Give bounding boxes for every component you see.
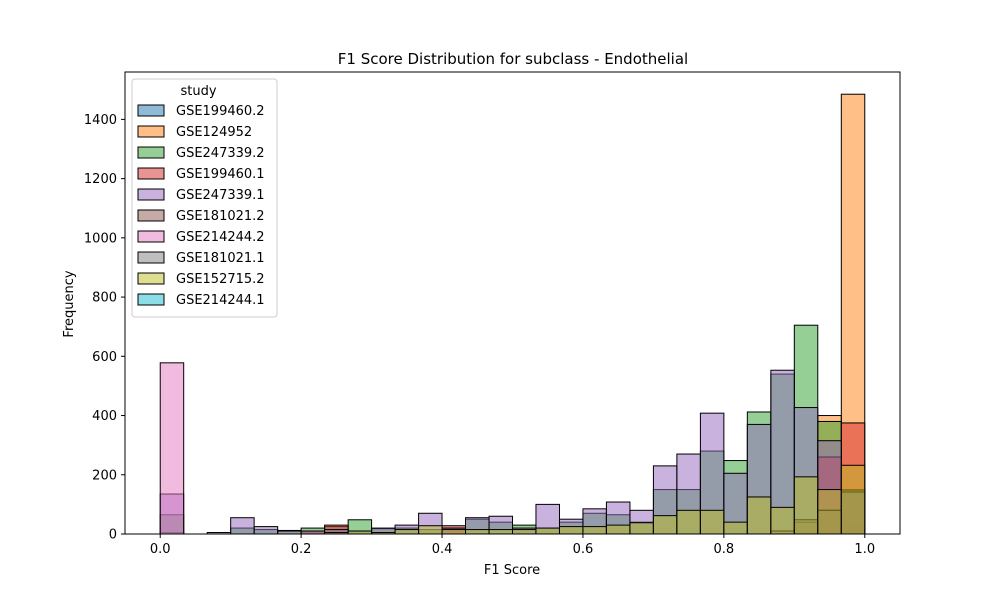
legend-swatch — [137, 209, 165, 222]
histogram-bar — [652, 515, 678, 535]
histogram-bar — [676, 509, 701, 535]
legend-label: GSE152715.2 — [176, 272, 265, 287]
series-GSE214244.2 — [159, 362, 185, 535]
histogram-bar — [840, 464, 866, 535]
x-tick-label: 0.0 — [150, 542, 171, 557]
legend-swatch — [137, 104, 165, 117]
histogram-bar — [465, 529, 490, 535]
legend-label: GSE199460.1 — [176, 167, 265, 182]
bars-layer — [159, 93, 866, 535]
histogram-bar — [394, 529, 420, 535]
legend-label: GSE214244.1 — [176, 293, 265, 308]
legend-swatch — [137, 293, 165, 306]
histogram-bar — [817, 489, 842, 535]
x-tick-label: 1.0 — [854, 542, 875, 557]
histogram-bar — [488, 529, 514, 535]
legend-box — [131, 78, 278, 318]
legend-title: study — [180, 84, 216, 99]
x-tick-label: 0.2 — [291, 542, 312, 557]
histogram-bar — [629, 522, 654, 535]
legend-label: GSE181021.1 — [176, 251, 265, 266]
histogram-bar — [746, 496, 772, 535]
legend-label: GSE214244.2 — [176, 230, 265, 245]
histogram-bar — [582, 526, 607, 535]
legend-swatch — [137, 272, 165, 285]
y-tick-label: 200 — [92, 468, 117, 483]
legend-label: GSE247339.2 — [176, 146, 265, 161]
x-tick-label: 0.6 — [573, 542, 594, 557]
histogram-bar — [793, 476, 819, 535]
legend-label: GSE199460.2 — [176, 104, 265, 119]
histogram-bar — [441, 529, 467, 535]
chart-title: F1 Score Distribution for subclass - End… — [338, 50, 688, 68]
histogram-bar — [699, 509, 725, 535]
legend-swatch — [137, 125, 165, 138]
histogram-bar — [723, 521, 748, 535]
legend: study GSE199460.2 GSE124952 GSE247339.2 GSE1… — [131, 78, 278, 318]
plot-frame — [124, 71, 901, 535]
legend-swatch — [137, 188, 165, 201]
y-tick-label: 800 — [92, 291, 117, 306]
legend-label: GSE181021.2 — [176, 209, 265, 224]
legend-swatch — [137, 146, 165, 159]
histogram-bar — [558, 526, 584, 535]
legend-label: GSE247339.1 — [176, 188, 265, 203]
y-tick-label: 400 — [92, 409, 117, 424]
histogram-bar — [770, 506, 795, 535]
y-tick-label: 600 — [92, 350, 117, 365]
histogram-bar — [605, 524, 631, 535]
legend-swatch — [137, 230, 165, 243]
y-tick-label: 1200 — [84, 172, 117, 187]
y-tick-label: 1000 — [84, 231, 117, 246]
histogram-bar — [159, 362, 185, 535]
histogram-bar — [253, 526, 279, 535]
y-tick-label: 1400 — [84, 113, 117, 128]
x-tick-label: 0.8 — [714, 542, 735, 557]
legend-swatch — [137, 167, 165, 180]
histogram-bar — [535, 527, 560, 535]
axes-layer: 0.0 0.2 0.4 0.6 0.8 1.0 0 200 400 600 800 1000 1200 1… — [84, 71, 901, 557]
y-tick-label: 0 — [109, 528, 117, 543]
x-axis-title: F1 Score — [484, 563, 540, 578]
histogram-bar — [230, 517, 255, 535]
legend-label: GSE124952 — [176, 125, 252, 140]
histogram-bar — [418, 525, 443, 535]
x-tick-label: 0.4 — [432, 542, 453, 557]
legend-swatch — [137, 251, 165, 264]
histogram-bar — [512, 529, 537, 535]
y-axis-title: Frequency — [62, 270, 77, 337]
